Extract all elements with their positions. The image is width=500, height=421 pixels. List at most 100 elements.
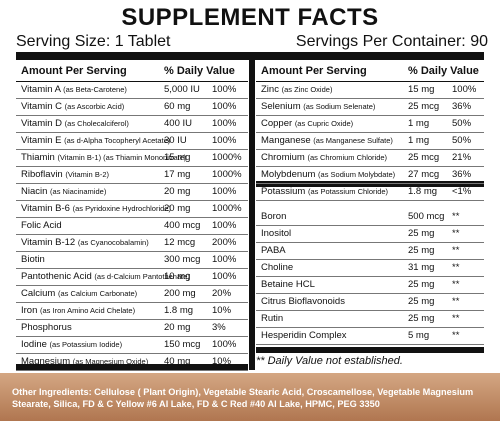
nutrient-label: Betaine HCL	[261, 279, 315, 290]
right-column: Amount Per Serving % Daily Value Zinc (a…	[256, 61, 484, 345]
amount-value: 1.8 mg	[408, 186, 438, 197]
table-row: Potassium (as Potassium Chloride) 1.8 mg <…	[256, 184, 484, 201]
nutrient-label: Vitamin E	[21, 135, 62, 146]
daily-value: 200%	[212, 237, 237, 248]
nutrient-label: Potassium	[261, 186, 306, 197]
nutrient-name: Niacin (as Niacinamide)	[21, 184, 106, 200]
table-row: Iodine (as Potassium Iodide) 150 mcg 100%	[16, 337, 248, 354]
nutrient-name: Molybdenum (as Sodium Molybdate)	[261, 167, 395, 183]
nutrient-label: Riboflavin	[21, 169, 63, 180]
amount-value: 25 mg	[408, 313, 435, 324]
amount-value: 1 mg	[408, 135, 430, 146]
nutrient-name: Phosphorus	[21, 320, 72, 336]
table-row: Boron 500 mcg **	[256, 209, 484, 226]
nutrient-name: Potassium (as Potassium Chloride)	[261, 184, 388, 200]
amount-value: 25 mcg	[408, 152, 440, 163]
nutrient-label: Zinc	[261, 84, 279, 95]
nutrient-source: (as Manganese Sulfate)	[313, 136, 393, 145]
daily-value: **	[452, 245, 460, 256]
nutrient-source: (as d-Calcium Pantothenate)	[94, 272, 190, 281]
nutrient-source: (as Ascorbic Acid)	[64, 102, 125, 111]
amount-value: 25 mcg	[408, 101, 440, 112]
nutrient-name: Vitamin B-6 (as Pyridoxine Hydrochloride…	[21, 201, 171, 217]
nutrient-label: PABA	[261, 245, 286, 256]
nutrient-label: Hesperidin Complex	[261, 330, 347, 341]
daily-value: 100%	[212, 220, 237, 231]
nutrient-name: Vitamin B-12 (as Cyanocobalamin)	[21, 235, 149, 251]
amount-header: Amount Per Serving	[21, 65, 127, 77]
nutrient-label: Niacin	[21, 186, 48, 197]
nutrient-label: Citrus Bioflavonoids	[261, 296, 345, 307]
amount-value: 20 mg	[164, 203, 191, 214]
left-header: Amount Per Serving % Daily Value	[16, 61, 248, 82]
nutrient-name: Citrus Bioflavonoids	[261, 294, 345, 310]
nutrient-name: Iron (as Iron Amino Acid Chelate)	[21, 303, 135, 319]
nutrient-label: Folic Acid	[21, 220, 62, 231]
nutrient-label: Phosphorus	[21, 322, 72, 333]
daily-value: 100%	[212, 271, 237, 282]
daily-value: 36%	[452, 101, 472, 112]
nutrient-name: PABA	[261, 243, 286, 259]
nutrient-label: Biotin	[21, 254, 45, 265]
daily-value: 20%	[212, 288, 232, 299]
daily-value: 3%	[212, 322, 226, 333]
amount-value: 25 mg	[408, 245, 435, 256]
nutrient-name: Vitamin A (as Beta-Carotene)	[21, 82, 127, 98]
table-row: Manganese (as Manganese Sulfate) 1 mg 50%	[256, 133, 484, 150]
table-row: Selenium (as Sodium Selenate) 25 mcg 36%	[256, 99, 484, 116]
nutrient-source: (as Magnesium Oxide)	[72, 357, 149, 366]
nutrient-label: Pantothenic Acid	[21, 271, 92, 282]
amount-value: 400 IU	[164, 118, 192, 129]
amount-value: 1.8 mg	[164, 305, 194, 316]
section-spacer	[256, 201, 484, 209]
nutrient-label: Calcium	[21, 288, 56, 299]
table-row: Vitamin C (as Ascorbic Acid) 60 mg 100%	[16, 99, 248, 116]
amount-value: 31 mg	[408, 262, 435, 273]
table-row: Inositol 25 mg **	[256, 226, 484, 243]
ingredients-band	[0, 373, 500, 421]
table-row: Iron (as Iron Amino Acid Chelate) 1.8 mg 1…	[16, 303, 248, 320]
nutrient-label: Rutin	[261, 313, 284, 324]
daily-value: 10%	[212, 356, 232, 367]
footnote: ** Daily Value not established.	[256, 355, 403, 367]
nutrient-name: Calcium (as Calcium Carbonate)	[21, 286, 137, 302]
amount-value: 1 mg	[408, 118, 430, 129]
daily-value: 100%	[212, 135, 237, 146]
daily-value-header: % Daily Value	[408, 65, 479, 77]
bottom-rule-right	[256, 347, 484, 353]
nutrient-source: (Vitamin B-1) (as Thiamin Mononitrate)	[57, 153, 187, 162]
daily-value-header: % Daily Value	[164, 65, 235, 77]
amount-value: 15 mg	[408, 84, 435, 95]
nutrient-name: Biotin	[21, 252, 45, 268]
column-divider	[249, 52, 255, 370]
daily-value: 36%	[452, 169, 472, 180]
nutrient-source: (as Beta-Carotene)	[63, 85, 127, 94]
nutrient-source: (as d-Alpha Tocopheryl Acetate)	[64, 136, 171, 145]
nutrient-label: Inositol	[261, 228, 292, 239]
table-row: Rutin 25 mg **	[256, 311, 484, 328]
table-row: Copper (as Cupric Oxide) 1 mg 50%	[256, 116, 484, 133]
nutrient-source: (as Zinc Oxide)	[281, 85, 333, 94]
amount-value: 20 mg	[164, 186, 191, 197]
table-row: Choline 31 mg **	[256, 260, 484, 277]
daily-value: 1000%	[212, 169, 242, 180]
nutrient-name: Vitamin D (as Cholecalciferol)	[21, 116, 129, 132]
amount-value: 200 mg	[164, 288, 196, 299]
nutrient-source: (as Cupric Oxide)	[294, 119, 354, 128]
table-row: Chromium (as Chromium Chloride) 25 mcg 21%	[256, 150, 484, 167]
amount-value: 25 mg	[408, 228, 435, 239]
nutrient-name: Folic Acid	[21, 218, 62, 234]
amount-value: 5 mg	[408, 330, 430, 341]
nutrient-label: Vitamin D	[21, 118, 63, 129]
table-row: Molybdenum (as Sodium Molybdate) 27 mcg 36…	[256, 167, 484, 184]
nutrient-label: Manganese	[261, 135, 311, 146]
daily-value: 50%	[452, 135, 472, 146]
table-row: Thiamin (Vitamin B-1) (as Thiamin Mononi…	[16, 150, 248, 167]
daily-value: **	[452, 279, 460, 290]
daily-value: 10%	[212, 305, 232, 316]
left-column: Amount Per Serving % Daily Value Vitamin…	[16, 61, 248, 371]
nutrient-name: Riboflavin (Vitamin B-2)	[21, 167, 109, 183]
nutrient-label: Choline	[261, 262, 294, 273]
daily-value: 1000%	[212, 203, 242, 214]
nutrient-name: Chromium (as Chromium Chloride)	[261, 150, 387, 166]
